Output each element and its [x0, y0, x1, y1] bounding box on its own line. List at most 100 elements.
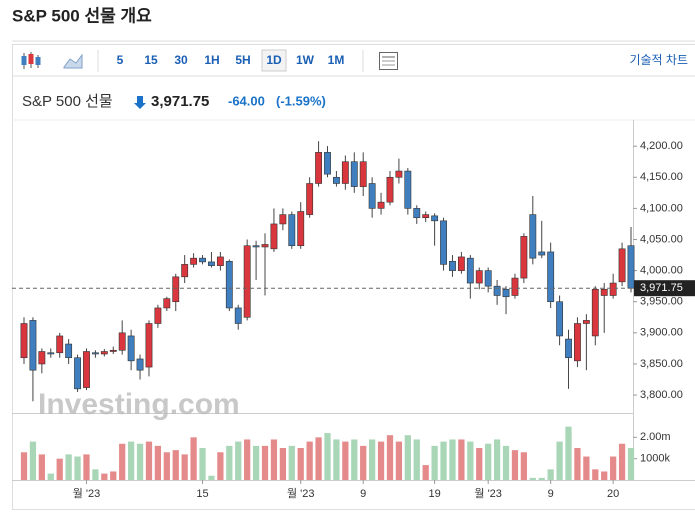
- candle-body: [190, 258, 196, 264]
- volume-bar: [414, 439, 420, 480]
- candle-body: [485, 271, 491, 287]
- volume-bar: [74, 457, 80, 480]
- x-tick-label: 9: [360, 488, 366, 500]
- interval-button[interactable]: 5: [117, 53, 124, 67]
- candle-body: [619, 249, 625, 282]
- volume-bar: [66, 454, 72, 480]
- volume-bar: [164, 452, 170, 480]
- interval-button[interactable]: 15: [144, 53, 158, 67]
- candle-body: [405, 171, 411, 208]
- volume-bar: [253, 446, 259, 480]
- volume-bar: [378, 442, 384, 480]
- candle-body: [396, 171, 402, 177]
- candle-body: [360, 162, 366, 187]
- volume-bar: [574, 448, 580, 480]
- candle-body: [21, 324, 27, 358]
- candle-body: [199, 258, 205, 262]
- interval-button[interactable]: 1D: [266, 53, 282, 67]
- interval-button[interactable]: 1H: [204, 53, 219, 67]
- volume-bar: [128, 442, 134, 480]
- candle-body: [494, 286, 500, 295]
- volume-bar: [262, 446, 268, 480]
- candle-body: [315, 152, 321, 183]
- volume-bar: [21, 452, 27, 480]
- volume-bar: [217, 452, 223, 480]
- volume-bar: [289, 446, 295, 480]
- candle-body: [119, 333, 125, 350]
- candle-body: [503, 289, 509, 296]
- interval-button[interactable]: 1M: [328, 53, 345, 67]
- candle-body: [414, 208, 420, 217]
- candle-body: [137, 359, 143, 370]
- x-tick-label: 9: [548, 488, 554, 500]
- volume-bar: [57, 459, 63, 480]
- volume-bar: [610, 457, 616, 480]
- volume-bar: [565, 427, 571, 480]
- candle-body: [333, 177, 339, 183]
- candle-icon[interactable]: [22, 52, 41, 69]
- candle-body: [601, 289, 607, 295]
- area-icon[interactable]: [64, 55, 82, 68]
- candle-body: [342, 162, 348, 184]
- current-price-label: 3,971.75: [640, 282, 683, 294]
- volume-bar: [298, 448, 304, 480]
- volume-bar: [101, 474, 107, 480]
- volume-bar: [244, 439, 250, 480]
- x-tick-label: 월 '23: [474, 487, 502, 500]
- volume-bar: [226, 446, 232, 480]
- candle-body: [253, 246, 259, 247]
- candle-body: [182, 264, 188, 276]
- candle-body: [592, 289, 598, 336]
- candle-body: [431, 216, 437, 221]
- candle-body: [351, 162, 357, 187]
- candle-body: [164, 299, 170, 308]
- candle-body: [110, 350, 116, 351]
- volume-bar: [449, 439, 455, 480]
- candle-body: [539, 252, 545, 255]
- interval-button[interactable]: 30: [174, 53, 188, 67]
- volume-bar: [539, 478, 545, 480]
- y-tick-label: 3,850.00: [640, 358, 683, 370]
- candle-body: [262, 244, 268, 246]
- volume-bar: [351, 439, 357, 480]
- technical-chart-link[interactable]: 기술적 차트: [629, 53, 688, 67]
- candle-body: [628, 246, 634, 288]
- candle-body: [378, 202, 384, 208]
- volume-bar: [476, 448, 482, 480]
- candle-body: [467, 258, 473, 283]
- table-icon[interactable]: [380, 53, 398, 70]
- volume-bar: [458, 439, 464, 480]
- y-tick-label: 4,200.00: [640, 140, 683, 152]
- volume-tick-label: 2.00m: [640, 431, 671, 443]
- interval-button[interactable]: 5H: [235, 53, 250, 67]
- interval-button[interactable]: 1W: [296, 53, 315, 67]
- down-arrow: [134, 96, 146, 109]
- candle-body: [423, 215, 429, 218]
- candle-body: [57, 336, 63, 353]
- candle-body: [574, 324, 580, 361]
- volume-bar: [628, 448, 634, 480]
- volume-bar: [530, 478, 536, 480]
- candle-body: [30, 320, 36, 370]
- candle-body: [521, 236, 527, 278]
- volume-bar: [405, 435, 411, 480]
- candle-body: [458, 257, 464, 271]
- candle-body: [235, 308, 241, 324]
- quote-change: -64.00: [228, 93, 265, 108]
- volume-tick-label: 1000k: [640, 453, 670, 465]
- y-tick-label: 4,000.00: [640, 265, 683, 277]
- candle-body: [583, 320, 589, 323]
- volume-bar: [315, 437, 321, 480]
- volume-bar: [307, 442, 313, 480]
- candle-body: [476, 271, 482, 283]
- y-tick-label: 3,900.00: [640, 327, 683, 339]
- volume-bar: [423, 465, 429, 480]
- volume-bar: [119, 444, 125, 480]
- candle-body: [39, 352, 45, 364]
- y-tick-label: 3,950.00: [640, 296, 683, 308]
- candle-body: [324, 152, 330, 174]
- x-tick-label: 월 '23: [287, 487, 315, 500]
- candle-body: [83, 352, 89, 388]
- volume-bar: [548, 469, 554, 480]
- volume-bar: [110, 471, 116, 480]
